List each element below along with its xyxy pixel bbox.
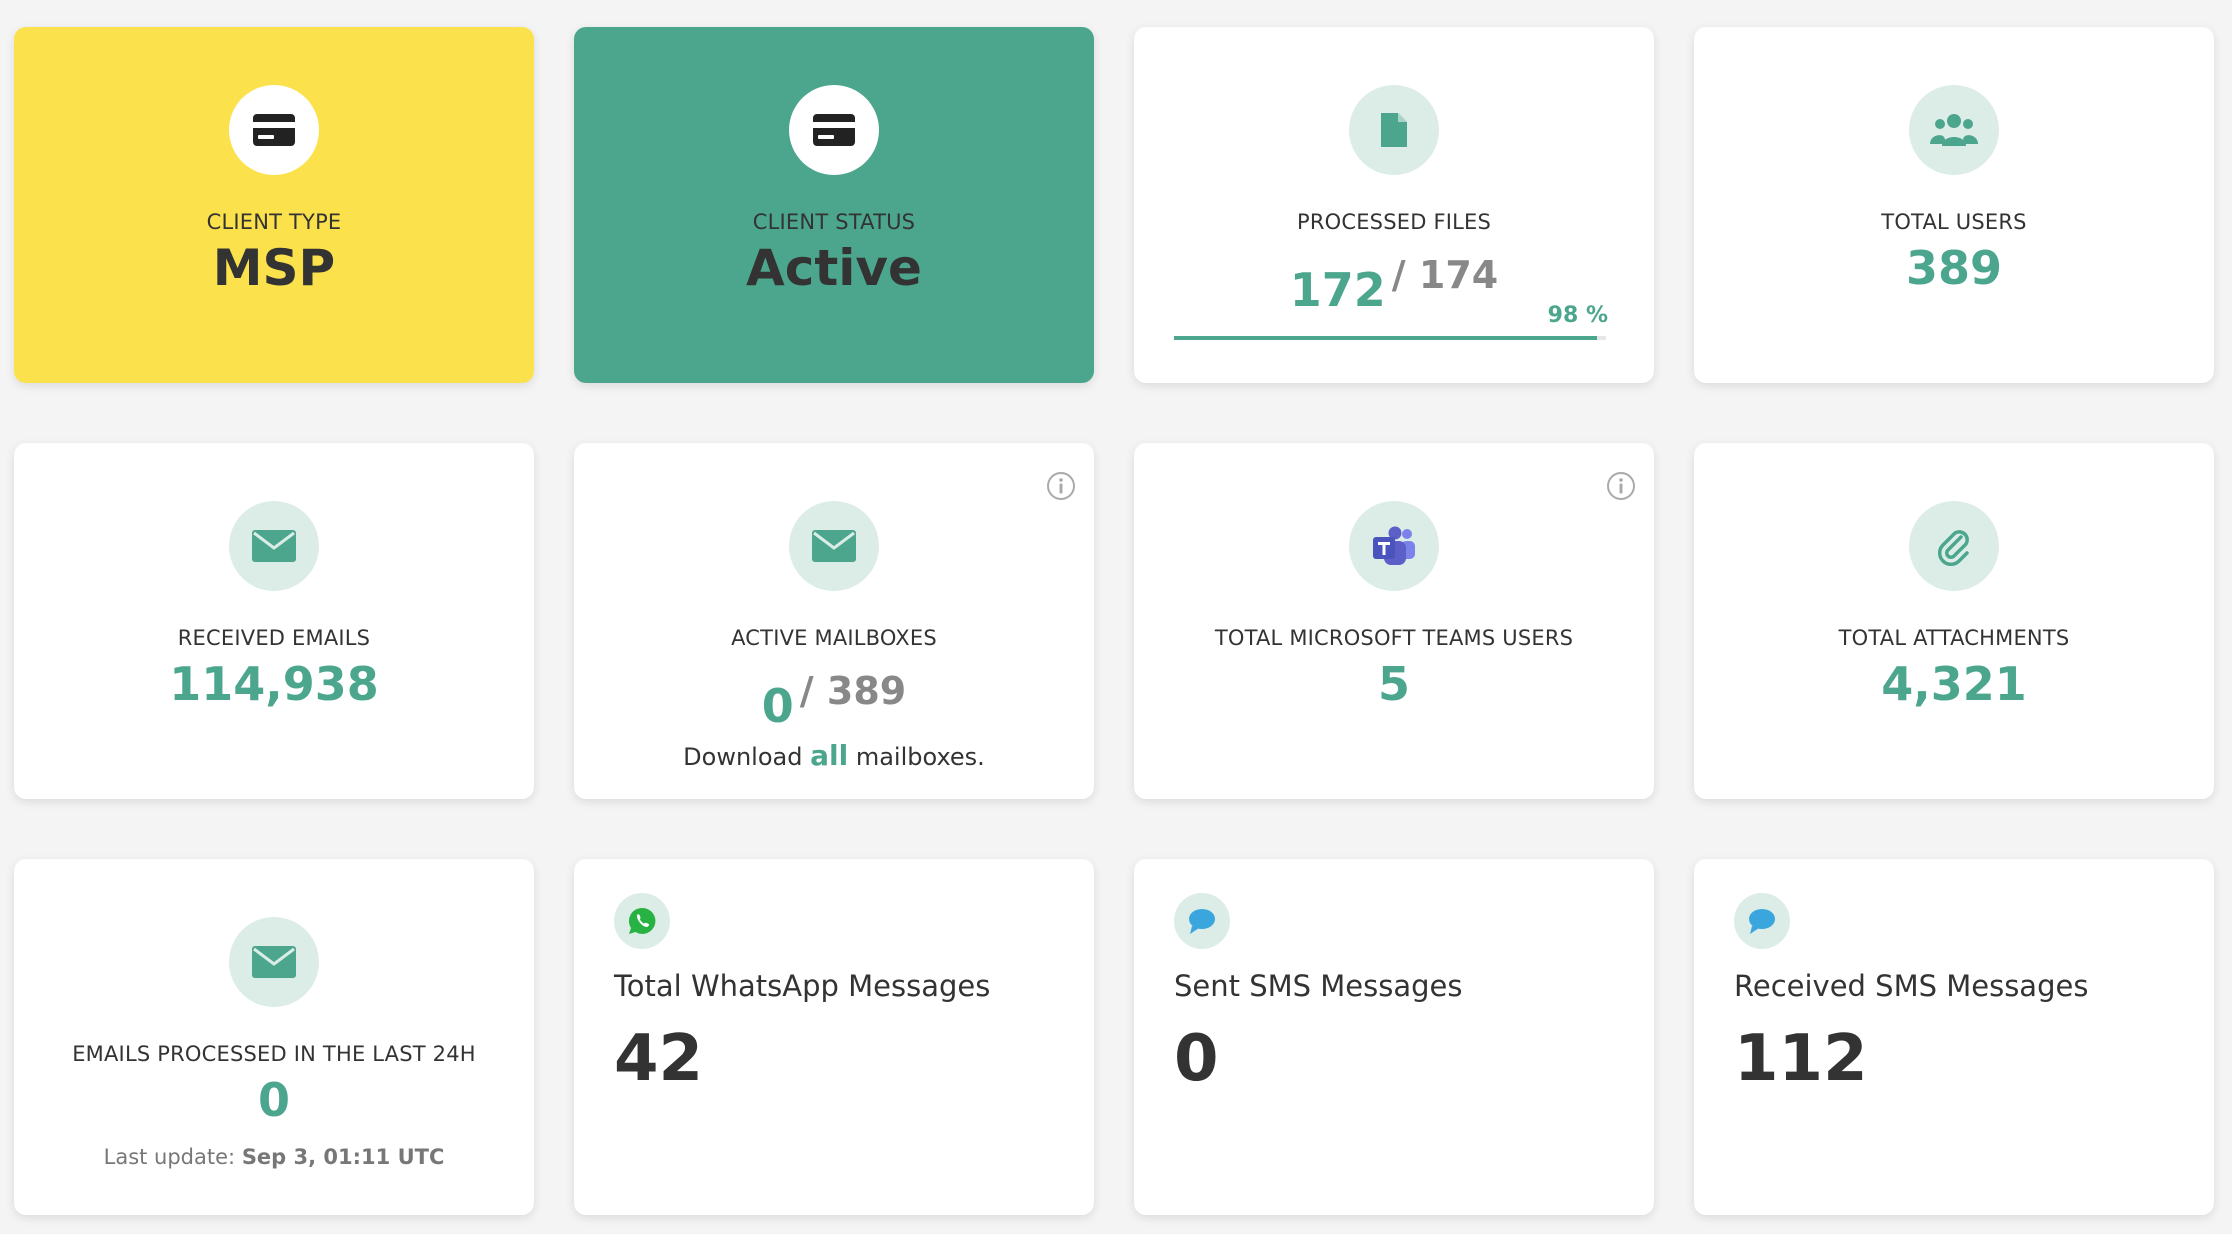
client-status-label: CLIENT STATUS <box>752 210 916 234</box>
envelope-icon <box>229 501 319 591</box>
download-prefix: Download <box>683 743 803 771</box>
chat-bubble-icon <box>1734 893 1790 949</box>
envelope-icon <box>229 917 319 1007</box>
teams-users-label: TOTAL MICROSOFT TEAMS USERS <box>1214 626 1574 650</box>
processed-files-card: PROCESSED FILES 172/ 174 98 % <box>1134 27 1654 383</box>
last-update-value: Sep 3, 01:11 UTC <box>241 1145 445 1169</box>
received-emails-label: RECEIVED EMAILS <box>177 626 371 650</box>
whatsapp-card: Total WhatsApp Messages 42 <box>574 859 1094 1215</box>
processed-files-done: 172 <box>1289 263 1386 317</box>
teams-users-card: TOTAL MICROSOFT TEAMS USERS 5 <box>1134 443 1654 799</box>
download-mailboxes-text: Download all mailboxes. <box>574 739 1094 772</box>
emails-24h-value: 0 <box>257 1073 290 1127</box>
attachments-card: TOTAL ATTACHMENTS 4,321 <box>1694 443 2214 799</box>
attachments-value: 4,321 <box>1881 657 2027 711</box>
whatsapp-value: 42 <box>614 1022 704 1096</box>
microsoft-teams-icon <box>1349 501 1439 591</box>
total-users-value: 389 <box>1905 241 2003 295</box>
whatsapp-title: Total WhatsApp Messages <box>614 969 991 1003</box>
whatsapp-icon <box>614 893 670 949</box>
client-status-value: Active <box>746 239 922 297</box>
processed-files-label: PROCESSED FILES <box>1296 210 1492 234</box>
envelope-icon <box>789 501 879 591</box>
last-update: Last update: Sep 3, 01:11 UTC <box>14 1145 534 1169</box>
emails-24h-label: EMAILS PROCESSED IN THE LAST 24H <box>72 1042 476 1066</box>
active-mailboxes-total: / 389 <box>799 669 907 713</box>
teams-users-value: 5 <box>1377 657 1410 711</box>
sms-received-value: 112 <box>1734 1022 1868 1096</box>
emails-24h-card: EMAILS PROCESSED IN THE LAST 24H 0 Last … <box>14 859 534 1215</box>
chat-bubble-icon <box>1174 893 1230 949</box>
processed-files-total: / 174 <box>1391 253 1499 297</box>
sms-sent-title: Sent SMS Messages <box>1174 969 1463 1003</box>
attachments-label: TOTAL ATTACHMENTS <box>1838 626 2070 650</box>
credit-card-icon <box>789 85 879 175</box>
client-type-value: MSP <box>212 239 336 297</box>
credit-card-icon <box>229 85 319 175</box>
received-emails-card: RECEIVED EMAILS 114,938 <box>14 443 534 799</box>
client-type-card: CLIENT TYPE MSP <box>14 27 534 383</box>
users-icon <box>1909 85 1999 175</box>
paperclip-icon <box>1909 501 1999 591</box>
download-all-link[interactable]: all <box>810 739 849 772</box>
total-users-label: TOTAL USERS <box>1881 210 2027 234</box>
sms-sent-card: Sent SMS Messages 0 <box>1134 859 1654 1215</box>
info-icon[interactable] <box>1606 471 1636 501</box>
info-icon[interactable] <box>1046 471 1076 501</box>
active-mailboxes-count: 0/ 389 <box>574 663 1094 745</box>
processed-files-count: 172/ 174 <box>1134 247 1654 329</box>
sms-received-card: Received SMS Messages 112 <box>1694 859 2214 1215</box>
received-emails-value: 114,938 <box>169 657 379 711</box>
client-status-card: CLIENT STATUS Active <box>574 27 1094 383</box>
processed-files-progress-bar <box>1174 336 1606 340</box>
last-update-label: Last update: <box>103 1145 236 1169</box>
active-mailboxes-active: 0 <box>761 679 794 733</box>
active-mailboxes-label: ACTIVE MAILBOXES <box>731 626 937 650</box>
download-suffix: mailboxes. <box>855 743 985 771</box>
sms-sent-value: 0 <box>1174 1022 1219 1096</box>
client-type-label: CLIENT TYPE <box>206 210 342 234</box>
processed-files-percent: 98 % <box>1547 303 1608 328</box>
sms-received-title: Received SMS Messages <box>1734 969 2089 1003</box>
progress-fill <box>1174 336 1598 340</box>
file-icon <box>1349 85 1439 175</box>
active-mailboxes-card: ACTIVE MAILBOXES 0/ 389 Download all mai… <box>574 443 1094 799</box>
total-users-card: TOTAL USERS 389 <box>1694 27 2214 383</box>
